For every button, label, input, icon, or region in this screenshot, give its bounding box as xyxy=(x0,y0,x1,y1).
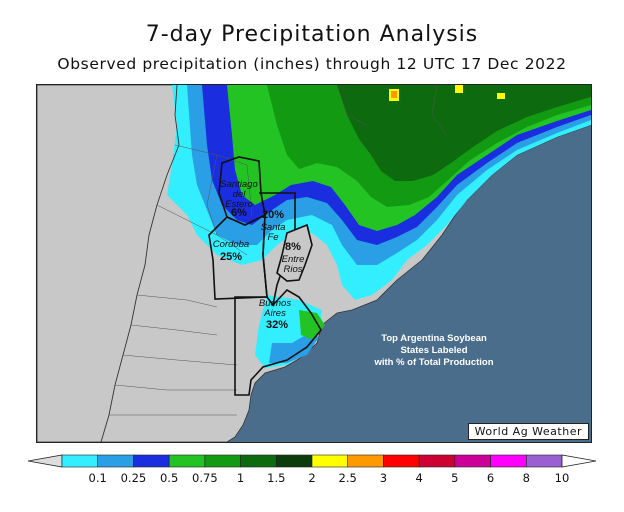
legend-tick-label: 8 xyxy=(522,471,530,485)
state-name-cordoba: Cordoba xyxy=(207,240,255,250)
legend-swatch xyxy=(168,454,206,468)
state-share-entrerios: 8% xyxy=(285,241,301,253)
state-outline-buenosaires xyxy=(234,288,322,396)
state-share-santiago: 6% xyxy=(231,207,247,219)
state-outline-entrerios xyxy=(276,223,313,282)
state-share-buenosaires: 32% xyxy=(265,319,289,331)
state-name-line: del xyxy=(232,189,246,200)
precip-darkgreen xyxy=(337,85,591,181)
legend-tick-label: 5 xyxy=(451,471,459,485)
state-name-line: Estero xyxy=(225,199,253,210)
state-name-line: Santa xyxy=(260,222,286,233)
legend-high-arrow xyxy=(561,454,597,468)
legend-tick-label: 4 xyxy=(415,471,423,485)
legend-swatch xyxy=(240,454,277,468)
credit-label: World Ag Weather xyxy=(467,423,589,440)
state-name-entrerios: Entre Rios xyxy=(275,255,311,275)
legend-bar xyxy=(27,454,597,468)
legend-tick-label: 6 xyxy=(486,471,495,485)
legend-tick-label: 0.75 xyxy=(192,471,218,485)
precip-blue-south xyxy=(269,333,319,363)
legend-swatch xyxy=(133,454,170,468)
legend-swatch xyxy=(275,454,313,468)
state-name-line: Entre xyxy=(281,254,305,265)
legend-tick-label: 3 xyxy=(379,471,388,485)
state-name-line: Buenos xyxy=(258,298,292,309)
legend-swatch xyxy=(311,454,349,468)
legend-swatch xyxy=(454,454,491,468)
state-name-santafe: Santa Fe xyxy=(255,223,291,243)
legend-swatch xyxy=(347,454,384,468)
legend-swatch xyxy=(490,454,527,468)
precip-orange xyxy=(391,91,397,98)
legend-swatch xyxy=(383,454,420,468)
annotation-line: States Labeled xyxy=(400,345,468,356)
legend-swatch xyxy=(97,454,134,468)
legend-tick-label: 1.5 xyxy=(267,471,286,485)
legend-tick-label: 10 xyxy=(554,471,570,485)
color-legend: 0.1 0.25 0.5 0.75 1 1.5 2 2.5 3 4 5 6 8 10 xyxy=(22,453,602,493)
map-title: 7-day Precipitation Analysis xyxy=(145,22,479,47)
legend-swatch xyxy=(418,454,456,468)
legend-tick-label: 0.25 xyxy=(120,471,147,485)
annotation-line: with % of Total Production xyxy=(374,357,494,368)
legend-swatch xyxy=(61,454,99,468)
legend-swatch xyxy=(204,454,241,468)
legend-tick-label: 0.1 xyxy=(88,471,107,485)
legend-low-arrow xyxy=(27,454,63,468)
state-name-line: Rios xyxy=(283,264,303,275)
map-subtitle: Observed precipitation (inches) through … xyxy=(57,55,567,73)
state-share-santafe: 20% xyxy=(261,209,285,221)
annotation-note: Top Argentina Soybean States Labeled wit… xyxy=(359,333,509,369)
precipitation-map: Santiago del Estero 6% 20% Santa Fe Cord… xyxy=(36,84,592,443)
legend-tick-label: 1 xyxy=(236,471,245,485)
state-name-line: Aires xyxy=(264,308,286,319)
state-name-buenosaires: Buenos Aires xyxy=(253,299,297,319)
state-name-line: Santiago xyxy=(220,179,258,190)
legend-swatch xyxy=(525,454,563,468)
map-canvas xyxy=(37,85,591,442)
state-share-cordoba: 25% xyxy=(219,251,243,263)
state-name-line: Fe xyxy=(267,232,279,243)
legend-tick-label: 0.5 xyxy=(159,471,179,485)
state-name-line: Cordoba xyxy=(212,239,250,250)
annotation-line: Top Argentina Soybean xyxy=(381,333,487,344)
state-name-santiago: Santiago del Estero xyxy=(216,180,262,210)
legend-tick-label: 2 xyxy=(308,471,316,485)
legend-tick-label: 2.5 xyxy=(338,471,357,485)
province-lines xyxy=(109,85,448,416)
